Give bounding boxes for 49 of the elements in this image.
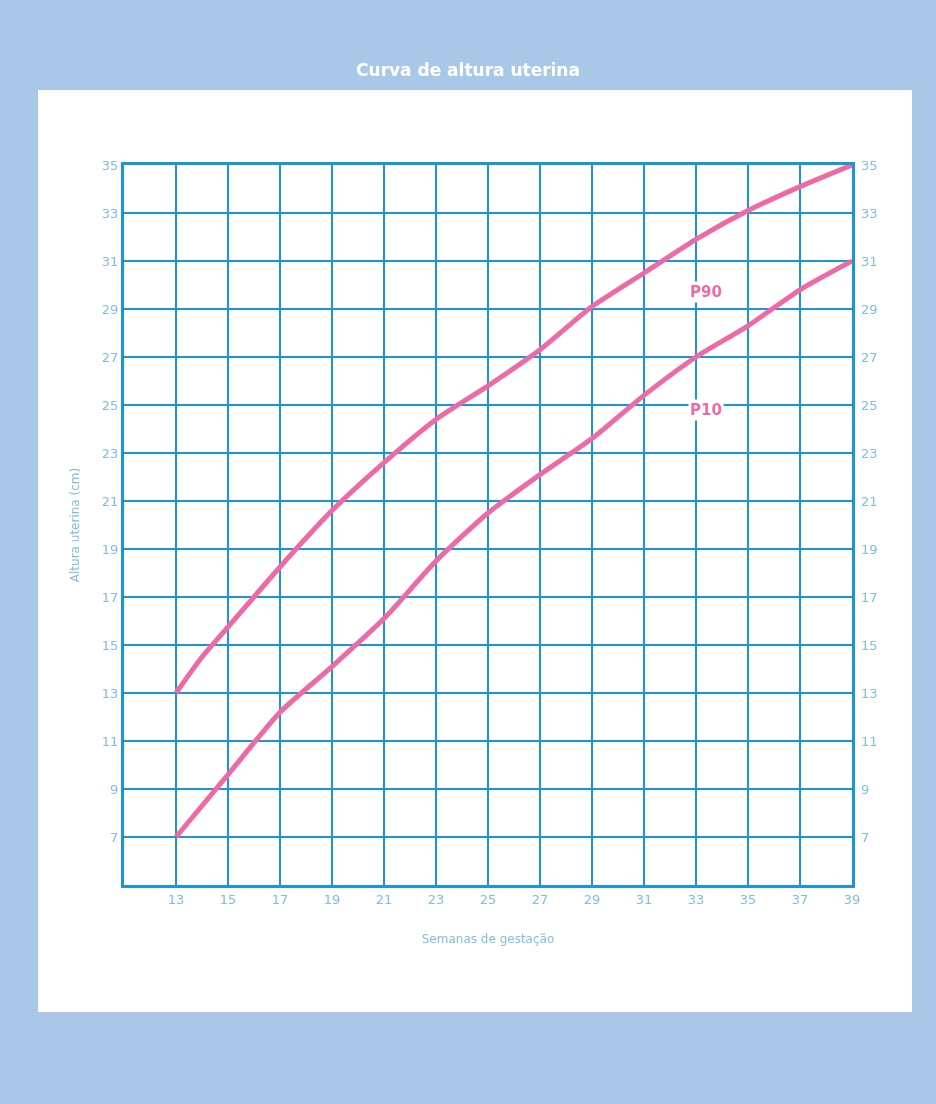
x-tick-label: 29 [583, 891, 601, 907]
chart-title: Curva de altura uterina [356, 59, 580, 80]
y-tick-label: 29 [101, 301, 119, 317]
x-tick-label: 35 [739, 891, 757, 907]
x-tick-label: 27 [531, 891, 549, 907]
y-tick-label: 9 [110, 781, 119, 797]
y2-tick-label: 35 [861, 157, 878, 173]
x-tick-label: 17 [271, 891, 289, 907]
y2-tick-label: 9 [861, 781, 870, 797]
y-axis-title: Altura uterina (cm) [68, 467, 83, 583]
y-tick-label: 19 [101, 541, 119, 557]
y-tick-label: 27 [101, 349, 119, 365]
y2-tick-label: 21 [861, 493, 878, 509]
x-tick-label: 31 [635, 891, 653, 907]
x-tick-label: 25 [479, 891, 497, 907]
y-tick-label: 13 [101, 685, 119, 701]
text: P10 [690, 401, 722, 419]
text: P90 [690, 283, 722, 301]
y-tick-label: 25 [101, 397, 119, 413]
y-tick-label: 11 [101, 733, 119, 749]
y2-tick-label: 29 [861, 301, 878, 317]
y-tick-label: 33 [101, 205, 119, 221]
y-tick-label: 35 [101, 157, 119, 173]
x-tick-label: 39 [843, 891, 861, 907]
y2-tick-label: 25 [861, 397, 878, 413]
x-axis-title: Semanas de gestação [421, 932, 555, 947]
y2-tick-label: 13 [861, 685, 878, 701]
y2-tick-label: 23 [861, 445, 878, 461]
x-tick-label: 23 [427, 891, 445, 907]
y2-tick-label: 15 [861, 637, 878, 653]
x-tick-label: 15 [219, 891, 237, 907]
x-tick-label: 37 [791, 891, 809, 907]
y-tick-label: 15 [101, 637, 119, 653]
y2-tick-label: 31 [861, 253, 878, 269]
y-tick-label: 7 [110, 829, 119, 845]
y2-tick-label: 17 [861, 589, 878, 605]
y-tick-label: 23 [101, 445, 119, 461]
x-tick-label: 33 [687, 891, 705, 907]
y2-tick-label: 11 [861, 733, 878, 749]
y2-tick-label: 27 [861, 349, 878, 365]
y2-tick-label: 33 [861, 205, 878, 221]
y-tick-label: 31 [101, 253, 119, 269]
x-tick-label: 13 [167, 891, 185, 907]
y-tick-label: 17 [101, 589, 119, 605]
x-tick-label: 21 [375, 891, 393, 907]
y2-tick-label: 19 [861, 541, 878, 557]
x-tick-label: 19 [323, 891, 341, 907]
y2-tick-label: 7 [861, 829, 870, 845]
y-tick-label: 21 [101, 493, 119, 509]
